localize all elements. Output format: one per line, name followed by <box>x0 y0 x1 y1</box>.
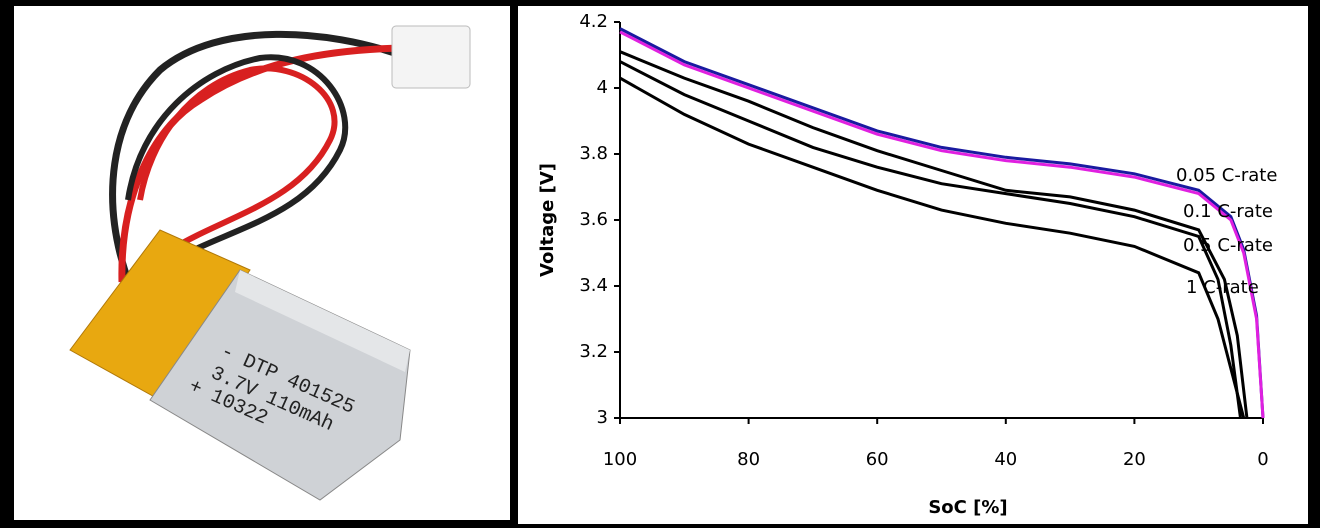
x-axis-label: SoC [%] <box>928 497 1007 518</box>
series-line <box>619 76 1246 419</box>
x-tick-label: 100 <box>603 449 637 470</box>
x-tick-label: 60 <box>866 449 889 470</box>
x-tick-label: 80 <box>737 449 760 470</box>
x-tick-label: 20 <box>1123 449 1146 470</box>
series-label: 0.1 C-rate <box>1183 201 1273 222</box>
x-tick-label: 0 <box>1257 449 1268 470</box>
y-tick-label: 3.8 <box>579 143 608 164</box>
series-line <box>619 60 1242 419</box>
series-line <box>619 50 1249 419</box>
series-line <box>619 30 1265 419</box>
y-tick-label: 4.2 <box>579 11 608 32</box>
series-label: 0.5 C-rate <box>1183 235 1273 256</box>
y-tick-label: 3.4 <box>579 275 608 296</box>
y-tick-label: 4 <box>597 77 608 98</box>
y-tick-label: 3.6 <box>579 209 608 230</box>
series-label: 0.05 C-rate <box>1176 165 1277 186</box>
y-tick-label: 3.2 <box>579 341 608 362</box>
y-axis-label: Voltage [V] <box>537 163 558 277</box>
battery-photo: - DTP 401525 3.7V 110mAh + 10322 <box>69 25 471 501</box>
series-label: 1 C-rate <box>1186 277 1259 298</box>
y-tick-label: 3 <box>597 407 608 428</box>
x-tick-label: 40 <box>994 449 1017 470</box>
chart-panel <box>518 6 1308 524</box>
